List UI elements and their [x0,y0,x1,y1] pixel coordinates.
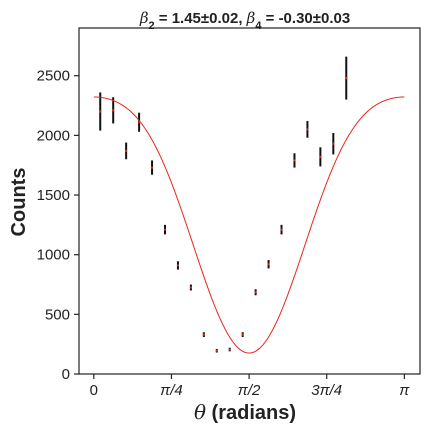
chart-title: β2 = 1.45±0.02, β4 = -0.30±0.03 [139,9,350,32]
x-axis-label-symbol: θ [194,400,206,424]
title-beta-symbol-2: β [246,9,256,27]
x-axis-label-text: (radians) [206,402,296,424]
x-tick-label: π [399,382,410,399]
data-point [125,149,128,152]
data-point [202,333,205,336]
x-tick-label: π/4 [160,382,183,399]
data-point [228,348,231,351]
data-point [267,263,270,266]
title-beta-symbol-1: β [139,9,149,27]
title-beta2-value: = 1.45±0.02, [155,10,247,27]
x-tick-label: 3π/4 [311,382,342,399]
data-point [345,77,348,80]
data-point [241,333,244,336]
title-beta-subscript-2: 4 [255,20,262,32]
title-beta-subscript-1: 2 [148,20,154,32]
fit-curve [93,96,405,354]
data-point [176,264,180,267]
title-beta4-value: = -0.30±0.03 [261,10,350,27]
x-ticks: 0 π/4 π/2 3π/4 π [90,374,410,399]
error-bars [99,56,348,353]
data-markers [99,77,348,352]
data-point [189,286,192,289]
data-point [306,128,309,131]
data-point [254,291,257,294]
x-axis-label: θ (radians) [194,400,296,424]
y-tick-label: 1000 [37,247,70,264]
axes [78,27,421,375]
y-tick-label: 1500 [37,187,70,204]
y-axis-label: Counts [8,168,30,237]
plot-frame [78,27,421,375]
data-point [163,228,167,231]
data-point [319,155,322,158]
data-point [215,349,218,352]
data-point [293,159,296,162]
data-point [99,110,102,113]
y-tick-label: 2000 [37,127,70,144]
x-tick-label: 0 [90,382,98,399]
y-tick-label: 2500 [37,68,70,85]
x-tick-label: π/2 [238,382,261,399]
y-tick-label: 500 [45,306,70,323]
data-point [332,142,335,145]
data-point [150,166,154,169]
y-tick-label: 0 [62,366,70,383]
data-point [112,109,115,112]
y-ticks: 0 500 1000 1500 2000 2500 [37,68,79,383]
data-point [280,228,283,231]
